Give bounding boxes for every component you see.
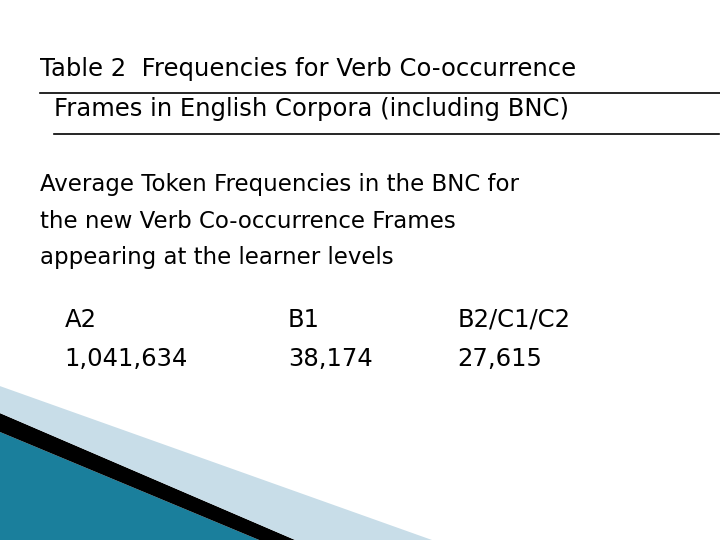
Text: the new Verb Co-occurrence Frames: the new Verb Co-occurrence Frames <box>40 210 455 233</box>
Polygon shape <box>0 413 295 540</box>
Text: B1: B1 <box>288 308 320 332</box>
Text: Table 2  Frequencies for Verb Co-occurrence: Table 2 Frequencies for Verb Co-occurren… <box>40 57 576 80</box>
Text: 1,041,634: 1,041,634 <box>65 347 188 370</box>
Text: 38,174: 38,174 <box>288 347 373 370</box>
Text: Average Token Frequencies in the BNC for: Average Token Frequencies in the BNC for <box>40 173 518 196</box>
Text: appearing at the learner levels: appearing at the learner levels <box>40 246 393 269</box>
Text: A2: A2 <box>65 308 96 332</box>
Text: Frames in English Corpora (including BNC): Frames in English Corpora (including BNC… <box>54 97 569 121</box>
Polygon shape <box>0 432 259 540</box>
Text: B2/C1/C2: B2/C1/C2 <box>457 308 570 332</box>
Text: 27,615: 27,615 <box>457 347 542 370</box>
Polygon shape <box>0 386 432 540</box>
